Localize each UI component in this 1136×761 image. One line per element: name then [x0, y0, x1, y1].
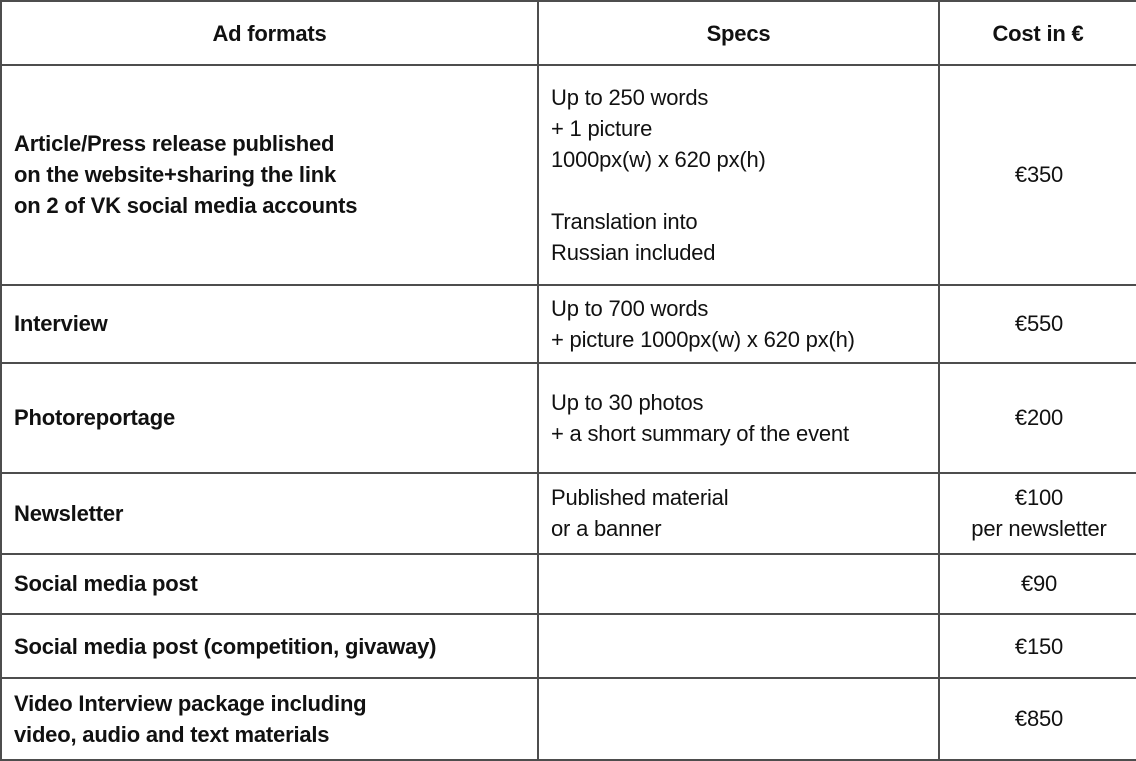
table-row: Interview Up to 700 words + picture 1000…: [0, 283, 1136, 364]
column-header-specs: Specs: [537, 0, 940, 66]
table-row: Social media post €90: [0, 552, 1136, 616]
cost-cell: €200: [938, 361, 1136, 474]
ad-format-cell: Newsletter: [0, 471, 539, 555]
table-header-row: Ad formats Specs Cost in €: [0, 0, 1136, 66]
column-header-cost: Cost in €: [938, 0, 1136, 66]
table-row: Video Interview package including video,…: [0, 676, 1136, 761]
ad-format-cell: Social media post (competition, givaway): [0, 613, 539, 679]
ad-format-cell: Interview: [0, 283, 539, 364]
specs-cell: Up to 250 words + 1 picture 1000px(w) x …: [537, 64, 940, 286]
ad-format-cell: Article/Press release published on the w…: [0, 64, 539, 286]
table-row: Newsletter Published material or a banne…: [0, 471, 1136, 555]
table-row: Article/Press release published on the w…: [0, 64, 1136, 286]
cost-cell: €350: [938, 64, 1136, 286]
specs-cell: [537, 552, 940, 616]
specs-cell: Published material or a banner: [537, 471, 940, 555]
specs-cell: [537, 676, 940, 761]
specs-cell: Up to 30 photos + a short summary of the…: [537, 361, 940, 474]
cost-cell: €150: [938, 613, 1136, 679]
ad-format-cell: Social media post: [0, 552, 539, 616]
cost-cell: €90: [938, 552, 1136, 616]
table-row: Photoreportage Up to 30 photos + a short…: [0, 361, 1136, 474]
ad-format-cell: Video Interview package including video,…: [0, 676, 539, 761]
ad-format-cell: Photoreportage: [0, 361, 539, 474]
cost-cell: €550: [938, 283, 1136, 364]
cost-cell: €100 per newsletter: [938, 471, 1136, 555]
specs-cell: Up to 700 words + picture 1000px(w) x 62…: [537, 283, 940, 364]
specs-cell: [537, 613, 940, 679]
cost-cell: €850: [938, 676, 1136, 761]
column-header-ad-formats: Ad formats: [0, 0, 539, 66]
table-row: Social media post (competition, givaway)…: [0, 613, 1136, 679]
